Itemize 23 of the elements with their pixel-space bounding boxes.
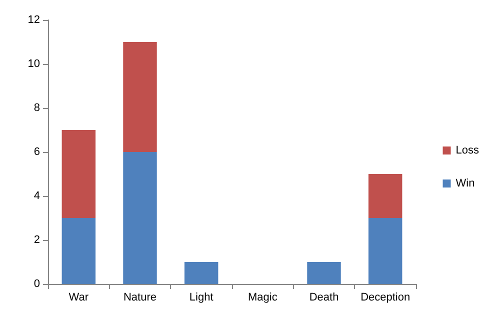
bar <box>62 218 96 284</box>
bar <box>123 152 157 284</box>
x-tick-label: Light <box>189 292 214 304</box>
bar <box>368 174 402 218</box>
y-tick-label: 4 <box>34 190 40 202</box>
legend-label: Loss <box>456 144 480 156</box>
y-tick-label: 12 <box>28 14 40 26</box>
x-tick-label: Death <box>309 292 339 304</box>
y-tick-label: 0 <box>34 278 40 290</box>
bar <box>123 42 157 152</box>
bar <box>62 130 96 218</box>
x-tick-label: Deception <box>360 292 410 304</box>
y-tick-label: 2 <box>34 234 40 246</box>
y-tick-label: 8 <box>34 102 40 114</box>
y-tick-label: 6 <box>34 146 40 158</box>
bar <box>184 262 218 284</box>
bar <box>368 218 402 284</box>
legend-label: Win <box>456 178 475 190</box>
x-tick-label: Nature <box>123 292 157 304</box>
x-tick-label: War <box>68 292 89 304</box>
y-tick-label: 10 <box>28 58 40 70</box>
bar <box>307 262 341 284</box>
x-tick-label: Magic <box>248 292 278 304</box>
